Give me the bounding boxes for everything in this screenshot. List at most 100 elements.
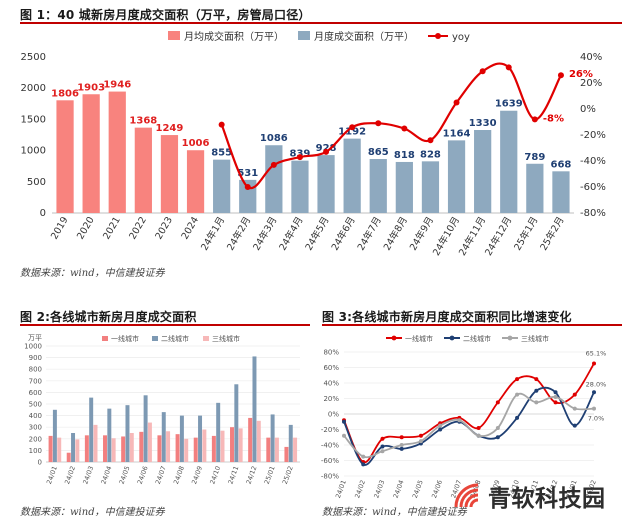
fig2-legend-swatch [102, 336, 108, 341]
fig1-source: 数据来源：wind，中信建投证券 [20, 268, 165, 279]
fig1-yoy-point [244, 184, 251, 190]
fig2-bar [179, 415, 184, 462]
fig2-legend-swatch [152, 336, 158, 341]
fig1-y-tick-right: 40% [580, 52, 602, 63]
fig1-legend-swatch [168, 31, 180, 40]
fig3-series-point [592, 406, 596, 411]
fig1-yoy-point [557, 72, 564, 79]
fig2-bar [284, 446, 289, 462]
fig2-bar [161, 412, 166, 462]
fig3-series-point [553, 394, 558, 399]
fig3-series-point [438, 423, 443, 428]
fig1-bar-label: 531 [237, 168, 258, 179]
fig3-series-point [380, 436, 385, 441]
fig2-y-tick: 200 [29, 435, 42, 443]
fig2-bar [256, 420, 261, 462]
fig1-legend-swatch [298, 31, 310, 40]
fig2-title: 图 2:各线城市新房月度成交面积 [20, 310, 197, 324]
fig3-y-tick: 20% [323, 395, 339, 403]
fig1-y-tick-left: 500 [27, 177, 46, 188]
fig1-bar [56, 100, 74, 213]
fig1-bar [395, 161, 413, 213]
fig2-bar [121, 436, 126, 462]
fig1-bar-label: 865 [368, 147, 389, 158]
fig1-bar [108, 91, 126, 213]
fig1-y-tick-right: -20% [580, 130, 606, 141]
fig1-bar [291, 160, 309, 213]
fig2-bar [211, 435, 216, 462]
fig3-series-line [343, 386, 595, 466]
fig3-series-point [592, 390, 596, 395]
fig3-y-tick: 60% [323, 364, 339, 372]
fig3-y-tick: 0% [328, 411, 339, 419]
fig3-x-tick: 24/01 [334, 479, 348, 499]
fig3-series-point [418, 439, 423, 444]
fig2-y-tick: 400 [29, 412, 42, 420]
fig3-series-point [495, 425, 500, 430]
fig1-y-tick-right: -60% [580, 182, 606, 193]
fig1-bar [500, 110, 518, 213]
fig2-title-rule [20, 324, 310, 326]
fig2-legend-label: 三线城市 [212, 334, 240, 343]
fig1-bar-label: 1330 [469, 118, 497, 129]
fig1-bar-label: 1006 [182, 138, 210, 149]
fig1-bar [421, 161, 440, 213]
fig1-legend-label: yoy [452, 32, 470, 43]
fig2-legend-label: 二线城市 [161, 334, 189, 343]
fig2-bar [66, 452, 71, 462]
watermark-text: 青软科技园 [488, 486, 606, 512]
fig3-legend-marker [391, 335, 397, 341]
fig1-bar [186, 150, 205, 213]
fig2-bar [216, 402, 221, 462]
fig2-bar [252, 356, 257, 462]
fig1-legend-label: 月度成交面积（万平） [314, 30, 414, 43]
fig1-yoy-point [296, 154, 303, 161]
fig3-series-point [476, 425, 481, 430]
fig3-series-point [553, 400, 558, 405]
fig3-series-point [342, 419, 346, 424]
fig3-source: 数据来源：wind，中信建投证券 [322, 507, 467, 518]
fig2-bar [93, 424, 98, 462]
fig2-y-unit: 万平 [28, 334, 42, 342]
fig2-bar [266, 437, 271, 462]
fig2-bar [103, 435, 107, 462]
fig1-yoy-point [453, 99, 460, 106]
fig2-bar [202, 429, 207, 462]
fig1-bar [317, 155, 335, 213]
fig2-bar [52, 409, 57, 462]
fig3-series-point [572, 392, 577, 397]
fig2-bar [125, 405, 130, 462]
fig3-series-point [592, 361, 596, 366]
fig1-legend-label: 月均成交面积（万平） [184, 30, 284, 43]
fig1-y-tick-left: 1000 [21, 146, 46, 157]
fig3-series-point [476, 433, 481, 438]
fig3-series-point [495, 435, 500, 440]
fig3-series-point [572, 406, 577, 411]
fig3-series-point [380, 444, 385, 449]
fig3-y-tick: -20% [321, 426, 339, 434]
fig1-bar-label: 1639 [495, 99, 523, 110]
fig1-legend-marker [435, 33, 441, 39]
fig2-y-tick: 300 [29, 424, 42, 432]
fig1-bar [526, 163, 544, 213]
fig2-bar [193, 437, 198, 462]
fig1-y-tick-right: -80% [580, 208, 606, 219]
fig1-y-tick-right: 0% [580, 104, 596, 115]
fig3-legend-label: 一线城市 [405, 334, 433, 343]
fig3-series-point [457, 418, 462, 423]
fig2-y-tick: 600 [29, 389, 42, 397]
fig3-series-point [534, 388, 539, 393]
fig3-end-label: 28.0% [586, 380, 607, 388]
fig1-yoy-label: 26% [569, 69, 593, 80]
fig3-x-tick: 24/02 [353, 479, 367, 499]
fig3-series-point [572, 423, 577, 428]
fig1-y-tick-left: 0 [40, 208, 46, 219]
fig2-y-tick: 1000 [24, 343, 42, 351]
fig1-yoy-point [218, 121, 225, 128]
fig2-y-tick: 500 [29, 401, 42, 409]
fig1-bar [552, 171, 570, 213]
fig1-bar-label: 1903 [77, 82, 105, 93]
fig3-end-label: 65.1% [586, 350, 607, 358]
fig2-bar [230, 427, 234, 462]
